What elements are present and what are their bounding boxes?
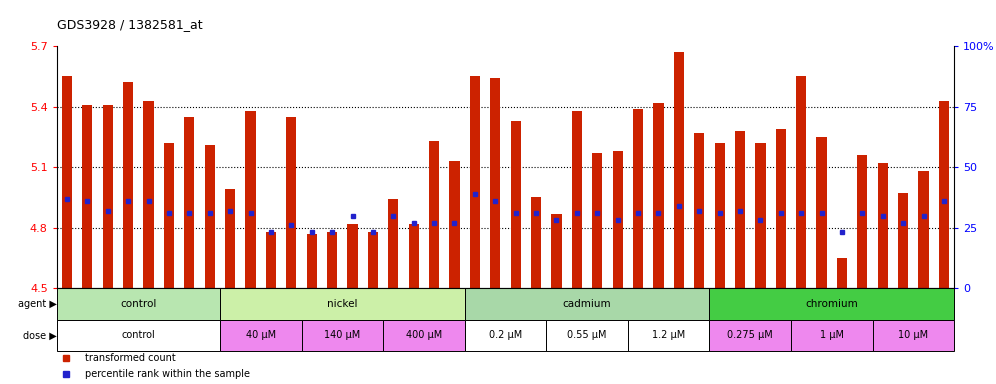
Text: cadmium: cadmium (563, 299, 612, 309)
Text: GDS3928 / 1382581_at: GDS3928 / 1382581_at (57, 18, 202, 31)
Bar (858, 155, 868, 288)
Bar (103, 104, 113, 288)
Bar (755, 143, 766, 288)
Bar (939, 101, 949, 288)
Bar (388, 199, 398, 288)
Bar (552, 214, 562, 288)
Bar (837, 258, 847, 288)
Bar (877, 163, 887, 288)
Bar (898, 194, 908, 288)
Text: nickel: nickel (327, 299, 358, 309)
Text: 140 μM: 140 μM (324, 330, 361, 340)
Bar (776, 129, 786, 288)
Bar (653, 103, 663, 288)
Text: control: control (121, 299, 156, 309)
Bar (531, 197, 541, 288)
Bar (62, 76, 72, 288)
Bar (245, 111, 256, 288)
Bar (383, 319, 465, 351)
Text: 0.275 μM: 0.275 μM (727, 330, 773, 340)
Bar (57, 288, 220, 319)
Bar (465, 319, 546, 351)
Text: 0.2 μM: 0.2 μM (489, 330, 522, 340)
Bar (465, 288, 709, 319)
Bar (627, 319, 709, 351)
Bar (83, 104, 93, 288)
Bar (546, 319, 627, 351)
Bar (220, 288, 465, 319)
Bar (817, 137, 827, 288)
Text: 40 μM: 40 μM (246, 330, 276, 340)
Bar (266, 232, 276, 288)
Text: dose ▶: dose ▶ (23, 330, 57, 340)
Text: transformed count: transformed count (86, 353, 176, 363)
Text: 400 μM: 400 μM (405, 330, 442, 340)
Bar (368, 232, 378, 288)
Text: chromium: chromium (806, 299, 859, 309)
Bar (632, 109, 643, 288)
Text: percentile rank within the sample: percentile rank within the sample (86, 369, 250, 379)
Text: 0.55 μM: 0.55 μM (568, 330, 607, 340)
Bar (429, 141, 439, 288)
Bar (204, 145, 215, 288)
Bar (164, 143, 174, 288)
Text: 10 μM: 10 μM (898, 330, 928, 340)
Bar (286, 117, 297, 288)
Bar (302, 319, 383, 351)
Bar (613, 151, 622, 288)
Text: 1.2 μM: 1.2 μM (652, 330, 685, 340)
Bar (449, 161, 459, 288)
Bar (694, 133, 704, 288)
Bar (709, 319, 791, 351)
Bar (872, 319, 954, 351)
Bar (143, 101, 153, 288)
Bar (470, 76, 480, 288)
Text: control: control (122, 330, 155, 340)
Bar (735, 131, 745, 288)
Bar (572, 111, 582, 288)
Bar (714, 143, 725, 288)
Bar (327, 232, 338, 288)
Bar (348, 223, 358, 288)
Bar (593, 153, 603, 288)
Bar (796, 76, 807, 288)
Bar (225, 189, 235, 288)
Bar (791, 319, 872, 351)
Bar (220, 319, 302, 351)
Bar (57, 319, 220, 351)
Bar (709, 288, 954, 319)
Bar (918, 171, 928, 288)
Bar (490, 78, 500, 288)
Bar (511, 121, 521, 288)
Bar (184, 117, 194, 288)
Bar (673, 52, 684, 288)
Text: agent ▶: agent ▶ (18, 299, 57, 309)
Bar (307, 234, 317, 288)
Text: 1 μM: 1 μM (820, 330, 844, 340)
Bar (408, 223, 418, 288)
Bar (124, 83, 133, 288)
